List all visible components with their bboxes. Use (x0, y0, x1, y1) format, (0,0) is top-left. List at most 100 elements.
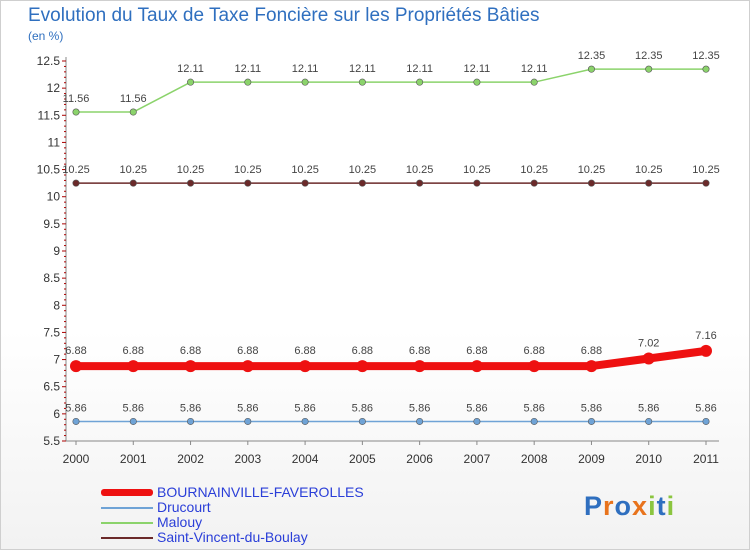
data-label: 5.86 (123, 402, 144, 414)
data-point (187, 417, 195, 425)
data-point (301, 78, 309, 86)
data-point (530, 78, 538, 86)
data-point (416, 417, 424, 425)
y-tick-label: 11.5 (38, 108, 61, 122)
data-point (645, 65, 653, 73)
legend-swatch (101, 507, 153, 509)
data-point (528, 360, 541, 373)
data-point (72, 417, 80, 425)
legend-label: BOURNAINVILLE-FAVEROLLES (157, 484, 364, 500)
data-point (358, 179, 366, 187)
data-point (72, 179, 80, 187)
data-label: 12.11 (406, 63, 433, 75)
data-point (702, 65, 710, 73)
x-tick-label: 2001 (120, 452, 147, 466)
data-label: 12.35 (578, 50, 606, 62)
y-tick-label: 12 (47, 81, 61, 95)
legend-swatch (101, 522, 153, 524)
x-tick-label: 2004 (292, 452, 319, 466)
data-point (587, 417, 595, 425)
data-label: 10.25 (291, 164, 319, 176)
data-label: 6.88 (237, 345, 258, 357)
y-tick-label: 9 (53, 244, 60, 258)
data-label: 12.11 (464, 63, 491, 75)
data-label: 5.86 (237, 402, 258, 414)
data-label: 10.25 (177, 164, 205, 176)
data-point (416, 179, 424, 187)
data-point (358, 78, 366, 86)
x-tick-label: 2005 (349, 452, 376, 466)
data-point (70, 360, 82, 373)
logo-letter: i (648, 491, 657, 521)
data-label: 5.86 (638, 402, 659, 414)
data-label: 5.86 (409, 402, 430, 414)
y-tick-label: 10.5 (37, 163, 61, 177)
data-label: 6.88 (180, 345, 201, 357)
y-tick-label: 10 (47, 190, 61, 204)
x-tick-label: 2000 (63, 452, 90, 466)
data-label: 5.86 (523, 402, 544, 414)
data-label: 11.56 (63, 93, 90, 105)
data-label: 10.25 (692, 164, 720, 176)
data-label: 10.25 (463, 164, 491, 176)
data-point (645, 417, 653, 425)
y-tick-label: 5.5 (43, 434, 60, 448)
x-tick-label: 2003 (234, 452, 261, 466)
data-label: 7.16 (695, 330, 716, 342)
y-tick-label: 9.5 (43, 217, 60, 231)
x-tick-label: 2008 (521, 452, 548, 466)
data-point (587, 65, 595, 73)
data-point (530, 417, 538, 425)
data-label: 12.11 (234, 63, 261, 75)
data-label: 5.86 (581, 402, 602, 414)
data-label: 5.86 (352, 402, 373, 414)
y-tick-label: 8.5 (43, 271, 60, 285)
data-label: 12.11 (349, 63, 376, 75)
y-tick-label: 7 (53, 353, 60, 367)
data-point (127, 360, 140, 373)
data-label: 5.86 (180, 402, 201, 414)
data-point (700, 344, 712, 357)
data-point (702, 179, 710, 187)
data-label: 6.88 (409, 345, 430, 357)
data-label: 5.86 (466, 402, 487, 414)
data-label: 10.25 (120, 164, 148, 176)
legend-swatch (101, 489, 153, 496)
data-point (645, 179, 653, 187)
x-tick-label: 2007 (464, 452, 491, 466)
legend-label: Saint-Vincent-du-Boulay (157, 529, 308, 545)
data-point (244, 179, 252, 187)
data-label: 10.25 (62, 164, 90, 176)
y-tick-label: 6 (53, 407, 60, 421)
data-label: 12.35 (635, 50, 663, 62)
data-label: 10.25 (635, 164, 663, 176)
data-label: 6.88 (523, 345, 544, 357)
data-point (129, 179, 137, 187)
data-label: 12.11 (177, 63, 204, 75)
logo-letter: P (584, 491, 604, 521)
data-label: 5.86 (65, 402, 86, 414)
data-point (413, 360, 426, 373)
data-label: 11.56 (120, 93, 147, 105)
data-point (244, 78, 252, 86)
data-point (473, 417, 481, 425)
y-tick-label: 11 (48, 135, 61, 149)
data-point (244, 417, 252, 425)
data-label: 6.88 (466, 345, 487, 357)
logo-letter: x (632, 491, 649, 521)
data-label: 12.35 (692, 50, 720, 62)
x-tick-label: 2006 (406, 452, 433, 466)
data-label: 10.25 (406, 164, 434, 176)
data-point (184, 360, 197, 373)
x-tick-label: 2009 (578, 452, 605, 466)
y-tick-label: 7.5 (43, 325, 60, 339)
x-tick-label: 2011 (693, 452, 719, 466)
proxiti-logo: Proxiti (584, 491, 675, 522)
data-point (585, 360, 598, 373)
data-label: 6.88 (65, 345, 86, 357)
data-label: 12.11 (521, 63, 548, 75)
legend-label: Malouy (157, 514, 203, 530)
x-tick-label: 2010 (635, 452, 662, 466)
